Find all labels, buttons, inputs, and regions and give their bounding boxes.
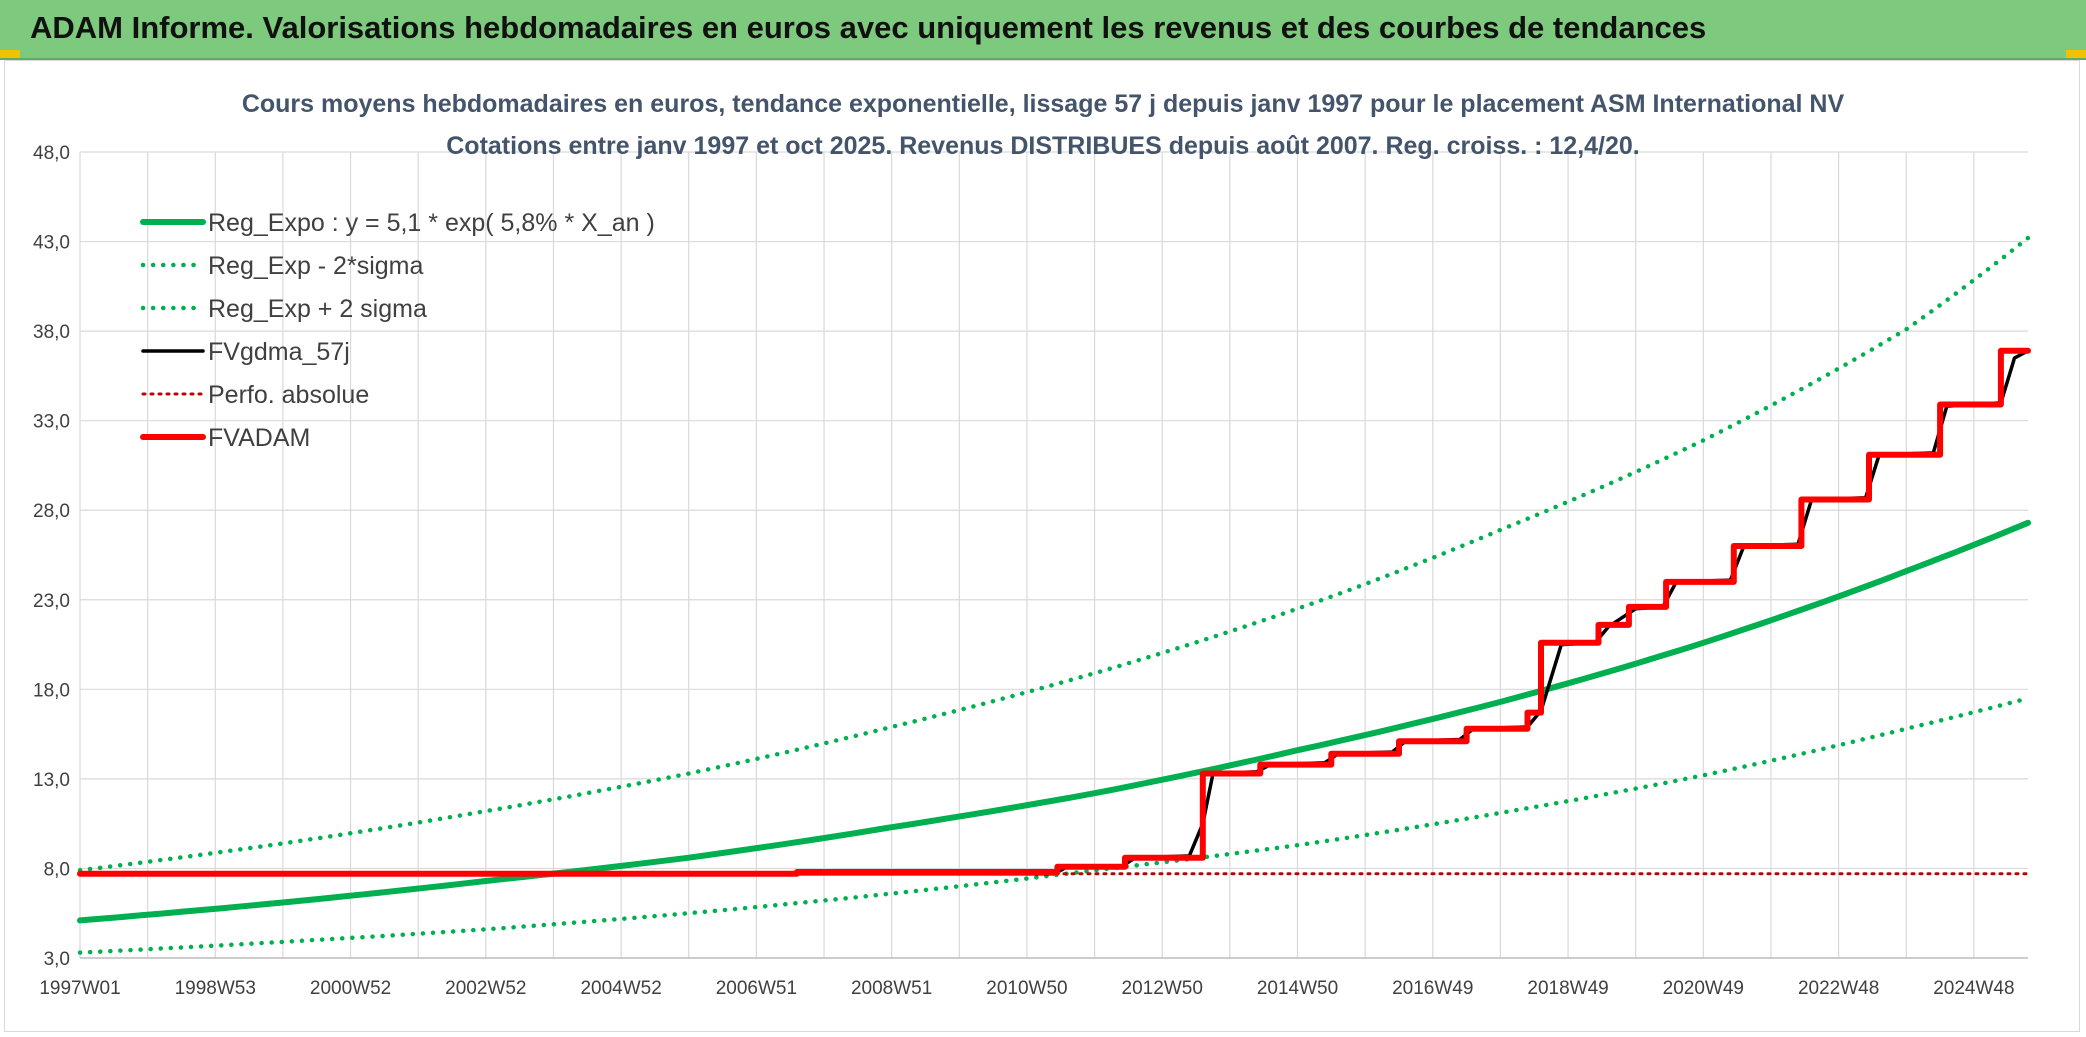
y-tick-label: 48,0 <box>33 143 70 164</box>
y-tick-label: 28,0 <box>33 501 70 522</box>
legend-label: Reg_Exp - 2*sigma <box>208 252 423 280</box>
y-tick-label: 43,0 <box>33 233 70 254</box>
chart-title: Cours moyens hebdomadaires en euros, ten… <box>242 90 1845 118</box>
corner-mark-left <box>0 50 20 58</box>
legend-label: Reg_Expo : y = 5,1 * exp( 5,8% * X_an ) <box>208 209 655 237</box>
legend-label: Reg_Exp + 2 sigma <box>208 295 427 323</box>
x-tick-label: 2012W50 <box>1122 978 1203 999</box>
x-tick-label: 2008W51 <box>851 978 932 999</box>
x-tick-label: 2010W50 <box>986 978 1067 999</box>
y-tick-label: 38,0 <box>33 322 70 343</box>
series-layer <box>77 235 2031 955</box>
legend-label: FVADAM <box>208 424 310 452</box>
x-tick-label: 1998W53 <box>175 978 256 999</box>
chart-subtitle: Cotations entre janv 1997 et oct 2025. R… <box>446 132 1640 160</box>
series-line-3 <box>78 349 2030 876</box>
y-tick-label: 33,0 <box>33 412 70 433</box>
corner-mark-right <box>2066 50 2086 58</box>
series-line-2 <box>77 235 2031 873</box>
grid-layer <box>79 151 2028 959</box>
x-tick-label: 2002W52 <box>445 978 526 999</box>
y-tick-label: 18,0 <box>33 680 70 701</box>
x-tick-label: 2016W49 <box>1392 978 1473 999</box>
x-tick-label: 2006W51 <box>716 978 797 999</box>
page-banner: ADAM Informe. Valorisations hebdomadaire… <box>0 0 2086 60</box>
series-line-0 <box>77 519 2031 924</box>
chart-frame <box>4 60 2080 1032</box>
y-tick-label: 13,0 <box>33 770 70 791</box>
x-tick-label: 2024W48 <box>1933 978 2014 999</box>
legend: Reg_Expo : y = 5,1 * exp( 5,8% * X_an ) R… <box>140 209 655 452</box>
y-tick-label: 8,0 <box>44 859 70 880</box>
legend-label: Perfo. absolue <box>208 381 369 409</box>
x-tick-label: 2018W49 <box>1527 978 1608 999</box>
x-tick-label: 2000W52 <box>310 978 391 999</box>
y-tick-label: 23,0 <box>33 591 70 612</box>
banner-title: ADAM Informe. Valorisations hebdomadaire… <box>30 10 1707 45</box>
x-tick-label: 2020W49 <box>1663 978 1744 999</box>
y-tick-label: 3,0 <box>44 949 70 970</box>
series-line-1 <box>77 696 2031 955</box>
x-tick-label: 2004W52 <box>580 978 661 999</box>
series-line-5 <box>77 347 2031 877</box>
x-tick-label: 1997W01 <box>39 978 120 999</box>
axis-layer: 3,0 8,0 13,0 18,0 23,0 28,0 33,0 38,0 43,0 48,0 19… <box>33 143 2028 999</box>
x-tick-label: 2022W48 <box>1798 978 1879 999</box>
x-tick-label: 2014W50 <box>1257 978 1338 999</box>
legend-label: FVgdma_57j <box>208 338 350 366</box>
